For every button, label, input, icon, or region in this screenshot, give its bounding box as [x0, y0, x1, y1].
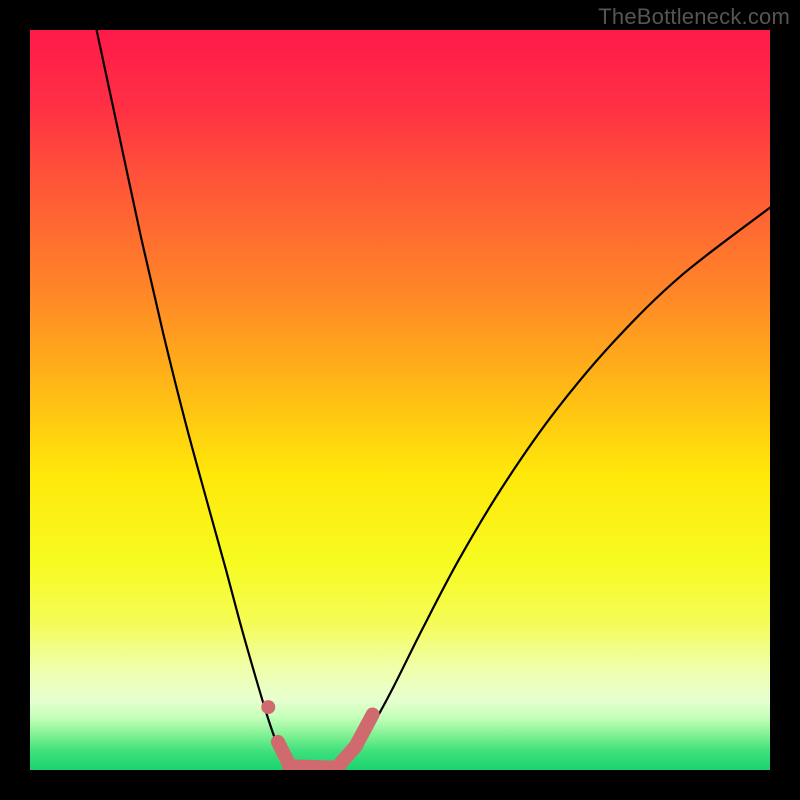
chart-container: TheBottleneck.com	[0, 0, 800, 800]
watermark-text: TheBottleneck.com	[598, 4, 790, 30]
bottleneck-chart	[0, 0, 800, 800]
gradient-background	[30, 30, 770, 770]
plot-area	[30, 30, 770, 770]
